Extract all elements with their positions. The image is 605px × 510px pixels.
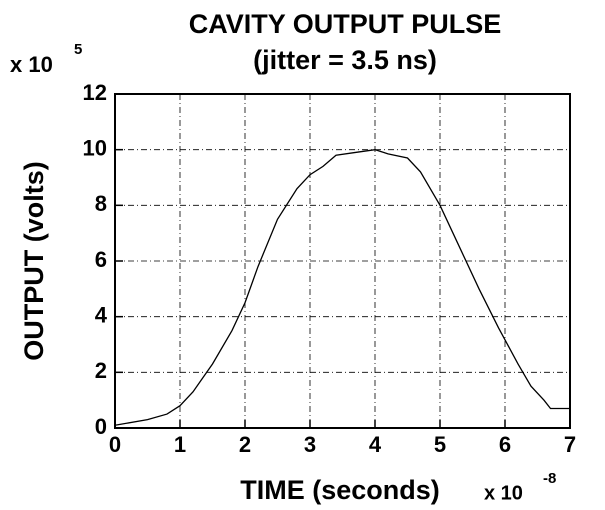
- x-tick-label: 0: [109, 432, 121, 457]
- x-tick-label: 3: [304, 432, 316, 457]
- y-tick-label: 6: [95, 247, 107, 272]
- x-scale-exponent: -8: [543, 470, 556, 487]
- y-tick-label: 10: [83, 135, 107, 160]
- chart-subtitle: (jitter = 3.5 ns): [253, 45, 437, 75]
- chart-title: CAVITY OUTPUT PULSE: [189, 9, 502, 39]
- y-tick-label: 8: [95, 191, 107, 216]
- x-axis-label: TIME (seconds): [240, 475, 440, 505]
- y-scale-exponent: 5: [74, 41, 82, 58]
- x-tick-label: 4: [369, 432, 382, 457]
- x-tick-label: 6: [499, 432, 511, 457]
- y-scale-label: x 10: [10, 52, 53, 77]
- x-tick-label: 2: [239, 432, 251, 457]
- x-scale-label: x 10: [484, 482, 523, 504]
- x-tick-label: 1: [174, 432, 186, 457]
- x-tick-label: 5: [434, 432, 446, 457]
- y-tick-label: 2: [95, 358, 107, 383]
- y-axis-label: OUTPUT (volts): [19, 161, 49, 361]
- x-tick-label: 7: [564, 432, 576, 457]
- plot-frame: [114, 93, 571, 429]
- y-tick-label: 0: [95, 414, 107, 439]
- y-tick-label: 4: [95, 302, 108, 327]
- data-line: [114, 149, 570, 426]
- y-tick-label: 12: [83, 80, 107, 105]
